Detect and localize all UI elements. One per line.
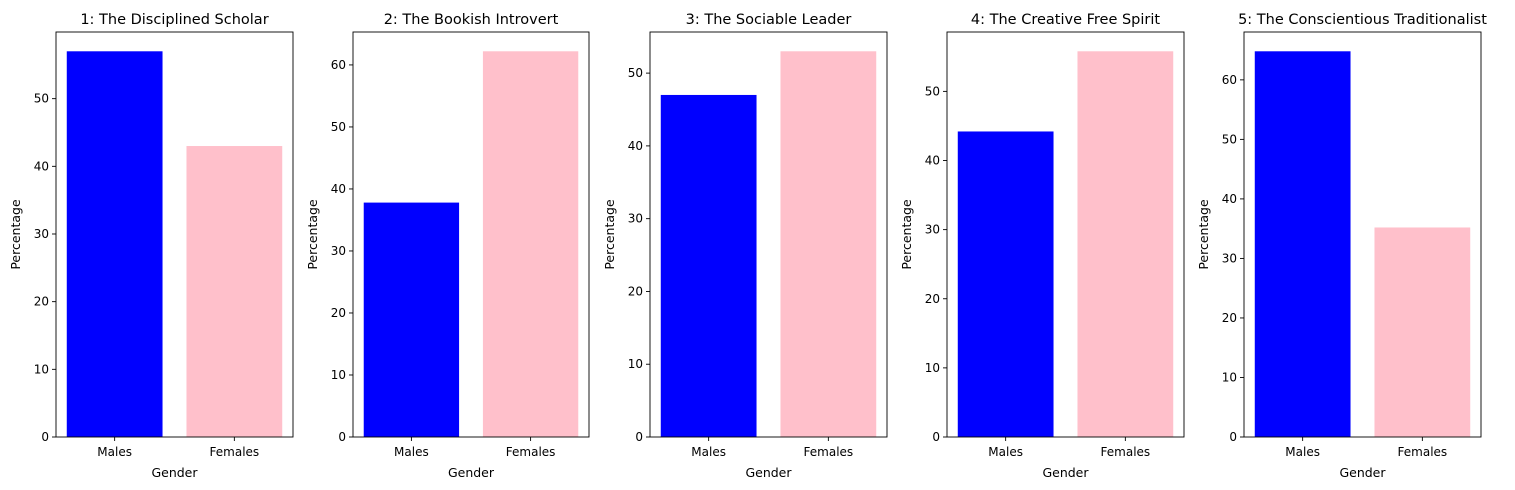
y-axis-label: Percentage (602, 199, 617, 270)
y-tick-label: 50 (925, 84, 940, 98)
y-tick-label: 0 (1229, 430, 1237, 444)
bar-males (363, 202, 460, 437)
y-tick-label: 20 (1222, 311, 1237, 325)
bar-females (1077, 51, 1174, 437)
y-tick-label: 40 (1222, 192, 1237, 206)
x-tick-label: Males (394, 445, 429, 459)
bar-males (66, 51, 163, 437)
chart-title: 1: The Disciplined Scholar (80, 12, 268, 28)
y-axis-label: Percentage (8, 199, 23, 270)
x-tick-label: Males (988, 445, 1023, 459)
x-tick-label: Males (691, 445, 726, 459)
y-tick-label: 10 (331, 368, 346, 382)
axes-frame (946, 31, 1185, 438)
x-axis-label: Gender (1042, 465, 1089, 480)
x-tick-label: Females (210, 445, 260, 459)
y-tick-label: 30 (34, 227, 49, 241)
y-tick-label: 40 (34, 159, 49, 173)
y-tick-label: 20 (331, 306, 346, 320)
y-tick-label: 10 (925, 361, 940, 375)
y-tick-label: 10 (1222, 370, 1237, 384)
chart-title: 3: The Sociable Leader (686, 12, 852, 28)
bar-females (482, 51, 579, 437)
y-tick-label: 50 (628, 66, 643, 80)
chart-panel-3: 0 10 20 30 40 50 Males Females 3: The Sociable L… (602, 12, 888, 480)
y-tick-label: 20 (925, 292, 940, 306)
bar-females (780, 51, 877, 437)
axes-frame (1243, 31, 1482, 438)
x-axis-label: Gender (745, 465, 792, 480)
chart-title: 4: The Creative Free Spirit (971, 12, 1161, 28)
y-axis-label: Percentage (305, 199, 320, 270)
chart-title: 5: The Conscientious Traditionalist (1238, 12, 1487, 28)
chart-title: 2: The Bookish Introvert (384, 12, 559, 28)
y-tick-label: 40 (331, 182, 346, 196)
y-tick-label: 30 (331, 244, 346, 258)
axes-frame (55, 31, 294, 438)
y-tick-label: 0 (338, 430, 346, 444)
y-tick-label: 30 (1222, 251, 1237, 265)
bar-females (1374, 227, 1471, 437)
x-tick-label: Males (97, 445, 132, 459)
y-tick-label: 60 (1222, 73, 1237, 87)
bar-males (660, 94, 757, 437)
y-tick-label: 30 (628, 212, 643, 226)
y-tick-label: 50 (34, 92, 49, 106)
x-axis-label: Gender (151, 465, 198, 480)
y-axis-label: Percentage (899, 199, 914, 270)
x-axis-label: Gender (448, 465, 495, 480)
y-tick-label: 40 (628, 139, 643, 153)
y-tick-label: 10 (34, 362, 49, 376)
chart-panel-5: 0 10 20 30 40 50 60 Males Females 5: The Conscien… (1196, 12, 1487, 480)
y-tick-label: 0 (635, 430, 643, 444)
y-tick-label: 60 (331, 58, 346, 72)
x-axis-label: Gender (1339, 465, 1386, 480)
axes-frame (352, 31, 590, 438)
y-tick-label: 50 (331, 120, 346, 134)
x-tick-label: Females (1398, 445, 1448, 459)
axes-frame (649, 31, 888, 438)
y-tick-label: 40 (925, 154, 940, 168)
x-tick-label: Males (1285, 445, 1320, 459)
chart-panel-4: 0 10 20 30 40 50 Males Females 4: The Creative F… (899, 12, 1185, 480)
y-tick-label: 0 (932, 430, 940, 444)
y-tick-label: 30 (925, 223, 940, 237)
bar-males (957, 131, 1054, 437)
y-tick-label: 20 (34, 295, 49, 309)
y-tick-label: 50 (1222, 132, 1237, 146)
x-tick-label: Females (506, 445, 556, 459)
x-tick-label: Females (1101, 445, 1151, 459)
y-tick-label: 20 (628, 284, 643, 298)
chart-panel-2: 0 10 20 30 40 50 60 Males Females 2: The Bookish … (305, 12, 590, 480)
y-tick-label: 0 (41, 430, 49, 444)
y-axis-label: Percentage (1196, 199, 1211, 270)
y-tick-label: 10 (628, 357, 643, 371)
bar-males (1254, 51, 1351, 437)
bar-females (186, 146, 283, 437)
x-tick-label: Females (804, 445, 854, 459)
chart-panel-1: 0 10 20 30 40 50 Males Females 1: The Discipline… (8, 12, 294, 480)
